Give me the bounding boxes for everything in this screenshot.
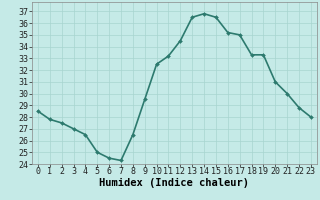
- X-axis label: Humidex (Indice chaleur): Humidex (Indice chaleur): [100, 178, 249, 188]
